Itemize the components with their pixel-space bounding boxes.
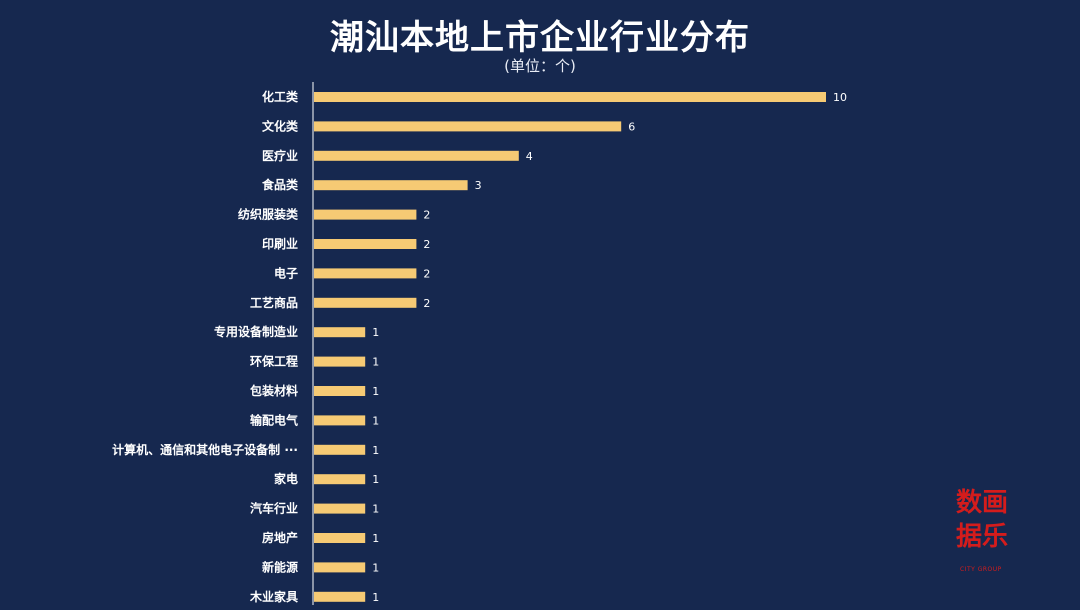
value-label: 1 xyxy=(372,326,379,339)
value-label: 4 xyxy=(526,150,533,163)
logo-text-line1: 数画 xyxy=(956,488,1009,518)
category-label: 文化类 xyxy=(262,118,299,133)
category-label: 化工类 xyxy=(262,89,299,104)
bar xyxy=(314,150,519,161)
bar xyxy=(314,562,366,573)
category-label: 医疗业 xyxy=(262,148,298,163)
bar xyxy=(314,591,366,602)
category-label: 汽车行业 xyxy=(250,501,298,516)
bar xyxy=(314,268,417,279)
value-label: 3 xyxy=(475,179,482,192)
bar xyxy=(314,356,366,367)
category-label: 环保工程 xyxy=(250,354,298,369)
bar xyxy=(314,209,417,220)
category-label: 食品类 xyxy=(261,177,299,192)
value-label: 1 xyxy=(372,473,379,486)
value-label: 2 xyxy=(423,238,430,251)
bar xyxy=(314,474,366,485)
chart-subtitle: (单位：个) xyxy=(504,57,576,75)
value-label: 2 xyxy=(423,267,430,280)
value-label: 1 xyxy=(372,414,379,427)
chart-title: 潮汕本地上市企业行业分布 xyxy=(330,18,750,58)
category-label: 印刷业 xyxy=(262,236,298,251)
bar xyxy=(314,503,366,514)
category-label: 房地产 xyxy=(262,530,298,545)
category-label: 家电 xyxy=(274,471,298,486)
category-label: 包装材料 xyxy=(249,383,298,398)
category-label: 木业家具 xyxy=(249,589,298,604)
value-label: 2 xyxy=(423,209,430,222)
value-label: 1 xyxy=(372,503,379,516)
bar xyxy=(314,386,366,396)
value-label: 10 xyxy=(833,91,847,104)
value-label: 1 xyxy=(372,532,379,545)
bar xyxy=(314,239,417,249)
value-label: 1 xyxy=(372,444,379,457)
value-label: 1 xyxy=(372,385,379,398)
value-label: 6 xyxy=(628,120,635,133)
category-label: 输配电气 xyxy=(250,412,298,427)
bar xyxy=(314,297,417,308)
value-label: 2 xyxy=(423,297,430,310)
bar xyxy=(314,92,826,102)
category-label: 电子 xyxy=(274,265,298,280)
category-label: 新能源 xyxy=(262,559,298,574)
value-label: 1 xyxy=(372,591,379,604)
value-label: 1 xyxy=(372,356,379,369)
bar xyxy=(314,180,468,191)
brand-logo: 数画 据乐 CITY GROUP xyxy=(952,488,1024,580)
bar xyxy=(314,121,622,132)
category-label: 纺织服装类 xyxy=(238,207,299,222)
bar xyxy=(314,444,366,455)
bar xyxy=(314,415,366,426)
bar xyxy=(314,327,366,338)
category-label: 计算机、通信和其他电子设备制 ··· xyxy=(112,442,298,457)
category-label: 专用设备制造业 xyxy=(214,324,298,339)
bar xyxy=(314,533,366,543)
value-label: 1 xyxy=(372,561,379,574)
logo-text-line2: 据乐 xyxy=(956,522,1009,552)
category-label: 工艺商品 xyxy=(250,295,298,310)
logo-text-line3: CITY GROUP xyxy=(960,566,1002,573)
